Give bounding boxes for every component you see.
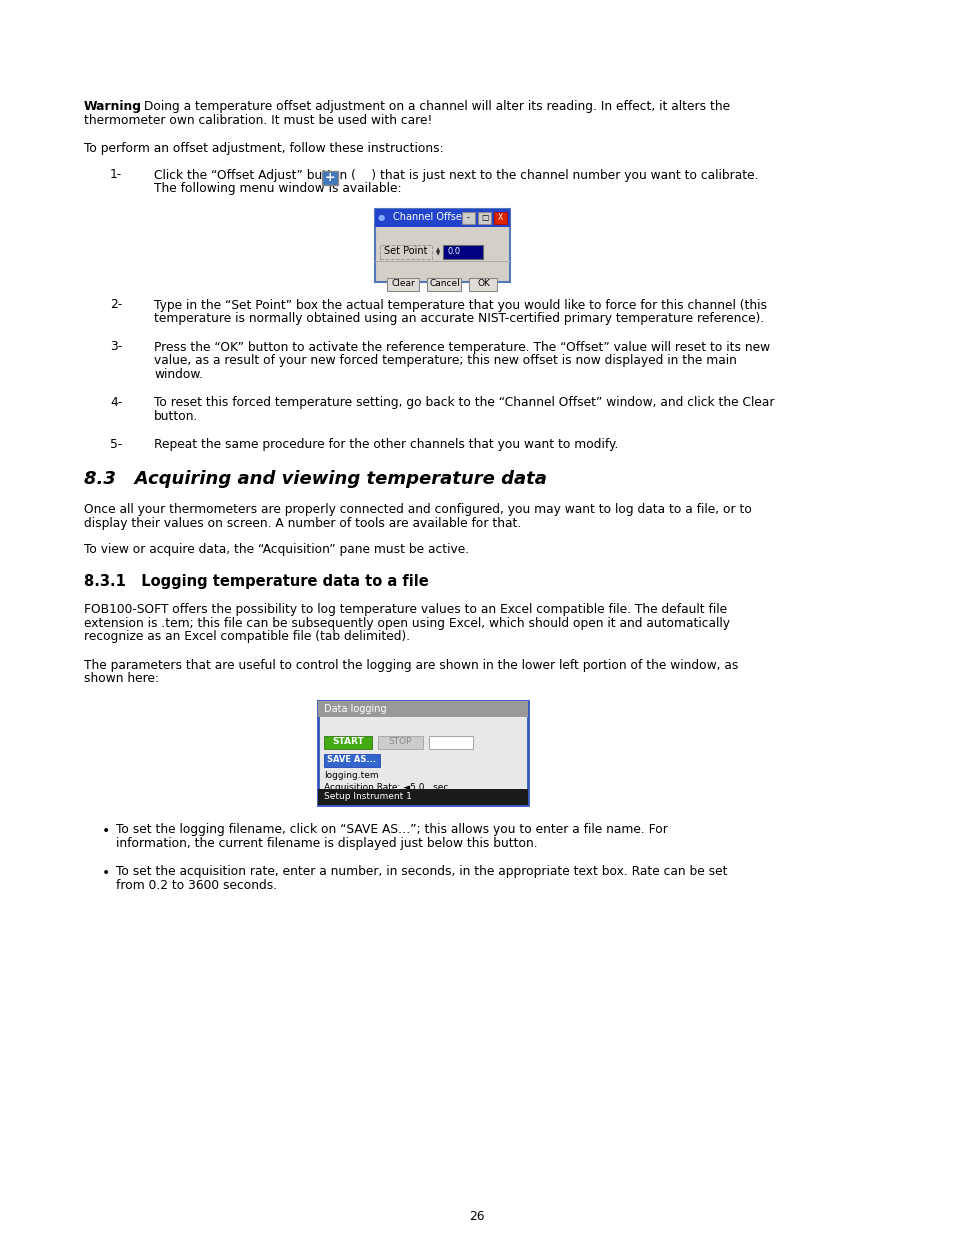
FancyBboxPatch shape [461,211,475,224]
Text: display their values on screen. A number of tools are available for that.: display their values on screen. A number… [84,517,520,530]
Text: •: • [102,824,111,837]
FancyBboxPatch shape [324,753,379,767]
Text: button.: button. [153,410,198,422]
FancyBboxPatch shape [317,700,527,804]
Text: recognize as an Excel compatible file (tab delimited).: recognize as an Excel compatible file (t… [84,630,410,643]
Text: temperature is normally obtained using an accurate NIST-certified primary temper: temperature is normally obtained using a… [153,312,763,325]
FancyBboxPatch shape [377,736,422,748]
FancyBboxPatch shape [387,278,419,290]
FancyBboxPatch shape [442,245,482,258]
Text: value, as a result of your new forced temperature; this new offset is now displa: value, as a result of your new forced te… [153,354,736,367]
Text: information, the current filename is displayed just below this button.: information, the current filename is dis… [116,837,537,850]
FancyBboxPatch shape [429,736,473,748]
FancyBboxPatch shape [469,278,497,290]
Text: START: START [332,737,363,746]
FancyBboxPatch shape [427,278,461,290]
Text: To view or acquire data, the “Acquisition” pane must be active.: To view or acquire data, the “Acquisitio… [84,543,469,557]
Text: ●: ● [377,212,384,222]
Text: •: • [102,866,111,879]
FancyBboxPatch shape [375,209,510,282]
Text: Clear: Clear [392,279,415,289]
Text: To reset this forced temperature setting, go back to the “Channel Offset” window: To reset this forced temperature setting… [153,396,774,409]
Text: : Doing a temperature offset adjustment on a channel will alter its reading. In : : Doing a temperature offset adjustment … [136,100,729,112]
Text: -: - [467,212,470,222]
Text: 3-: 3- [110,341,122,353]
Text: SAVE AS...: SAVE AS... [327,755,376,764]
Text: Press the “OK” button to activate the reference temperature. The “Offset” value : Press the “OK” button to activate the re… [153,341,769,353]
Text: Once all your thermometers are properly connected and configured, you may want t: Once all your thermometers are properly … [84,504,751,516]
Text: 26: 26 [469,1210,484,1223]
Text: ▲
▼: ▲ ▼ [436,247,439,256]
FancyBboxPatch shape [375,209,510,226]
Text: thermometer own calibration. It must be used with care!: thermometer own calibration. It must be … [84,114,432,126]
Text: STOP: STOP [388,737,412,746]
Text: Acquisition Rate: ◄5.0   sec: Acquisition Rate: ◄5.0 sec [324,783,448,792]
Text: To set the logging filename, click on “SAVE AS…”; this allows you to enter a fil: To set the logging filename, click on “S… [116,824,667,836]
Text: To perform an offset adjustment, follow these instructions:: To perform an offset adjustment, follow … [84,142,443,156]
Text: Data logging: Data logging [324,704,386,714]
FancyBboxPatch shape [477,211,491,224]
FancyBboxPatch shape [317,788,527,804]
Text: Setup Instrument 1: Setup Instrument 1 [324,792,412,802]
Text: 5-: 5- [110,438,122,451]
FancyBboxPatch shape [494,211,506,224]
Text: shown here:: shown here: [84,672,159,685]
Text: 2-: 2- [110,299,122,311]
FancyBboxPatch shape [322,170,337,184]
Text: 8.3.1   Logging temperature data to a file: 8.3.1 Logging temperature data to a file [84,574,428,589]
Text: Click the “Offset Adjust” button (    ) that is just next to the channel number : Click the “Offset Adjust” button ( ) tha… [153,168,758,182]
FancyBboxPatch shape [379,245,432,258]
Text: OK: OK [476,279,490,289]
Text: logging.tem: logging.tem [324,771,378,779]
Text: The parameters that are useful to control the logging are shown in the lower lef: The parameters that are useful to contro… [84,658,738,672]
Text: 0.0: 0.0 [448,247,460,256]
Text: To set the acquisition rate, enter a number, in seconds, in the appropriate text: To set the acquisition rate, enter a num… [116,866,727,878]
Text: Repeat the same procedure for the other channels that you want to modify.: Repeat the same procedure for the other … [153,438,618,451]
Text: 8.3   Acquiring and viewing temperature data: 8.3 Acquiring and viewing temperature da… [84,471,546,489]
Text: FOB100-SOFT offers the possibility to log temperature values to an Excel compati: FOB100-SOFT offers the possibility to lo… [84,603,726,616]
Text: □: □ [480,212,488,222]
FancyBboxPatch shape [317,700,527,716]
Text: The following menu window is available:: The following menu window is available: [153,182,401,195]
Text: Cancel: Cancel [429,279,459,289]
Text: X: X [497,212,502,222]
Text: Set Point: Set Point [384,247,427,257]
Text: Warning: Warning [84,100,142,112]
FancyBboxPatch shape [324,736,372,748]
Text: extension is .tem; this file can be subsequently open using Excel, which should : extension is .tem; this file can be subs… [84,616,729,630]
Text: +: + [324,170,335,184]
Text: Channel Offset: Channel Offset [393,212,465,222]
Text: 4-: 4- [110,396,122,409]
Text: Type in the “Set Point” box the actual temperature that you would like to force : Type in the “Set Point” box the actual t… [153,299,766,311]
Text: window.: window. [153,368,203,380]
Text: 1-: 1- [110,168,122,182]
Text: from 0.2 to 3600 seconds.: from 0.2 to 3600 seconds. [116,879,276,892]
